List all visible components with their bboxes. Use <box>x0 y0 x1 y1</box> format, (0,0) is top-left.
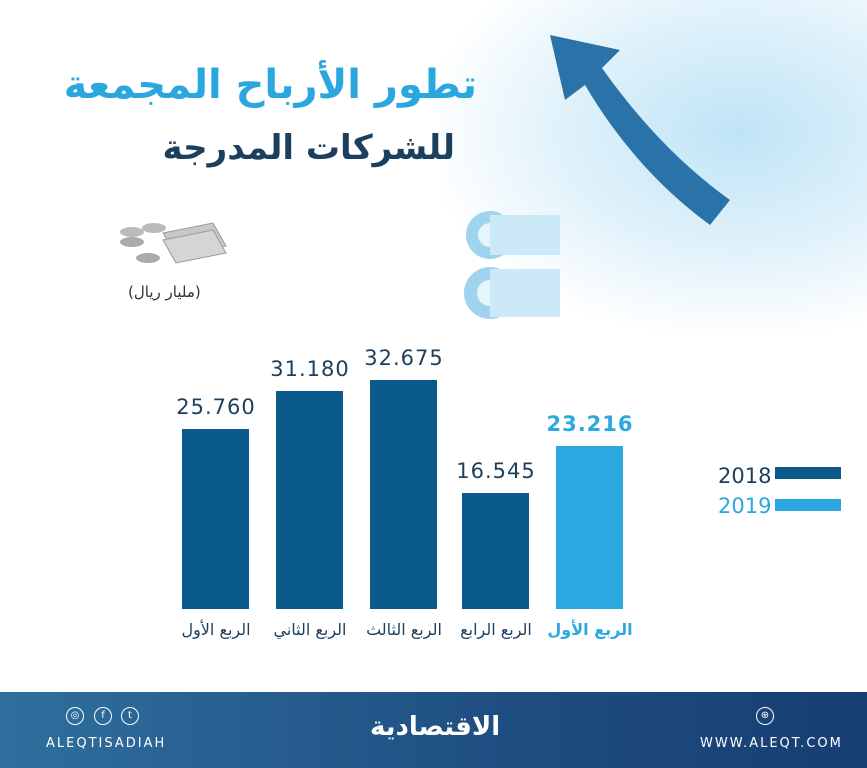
twitter-icon[interactable]: t <box>121 707 139 725</box>
data-label: 23.216 <box>546 412 634 437</box>
unit-label: (مليار ريال) <box>128 283 201 301</box>
instagram-icon[interactable]: ◎ <box>66 707 84 725</box>
bar-2018-2 <box>276 390 343 609</box>
money-icon <box>120 222 227 264</box>
category-label: الربع الأول <box>181 620 251 639</box>
data-label: 31.180 <box>270 356 350 381</box>
category-label: الربع الثالث <box>366 620 442 639</box>
globe-icon[interactable]: ⊕ <box>756 707 774 725</box>
chart-subtitle: للشركات المدرجة <box>162 128 456 168</box>
category-label: الربع الأول <box>547 620 633 639</box>
footer-bar <box>0 692 867 768</box>
chart-title: تطور الأرباح المجمعة <box>63 62 477 108</box>
data-label: 16.545 <box>456 459 536 484</box>
rising-arrow-icon <box>550 35 730 225</box>
bar-2018-3 <box>370 380 437 609</box>
legend-label-2018: 2018 <box>718 464 772 488</box>
legend-label-2019: 2019 <box>718 494 772 518</box>
category-label: الربع الثاني <box>273 620 347 639</box>
website-link[interactable]: WWW.ALEQT.COM <box>700 736 843 751</box>
facebook-icon[interactable]: f <box>94 707 112 725</box>
legend-swatch-2019 <box>775 499 841 511</box>
rolled-papers-icon <box>464 211 560 319</box>
bar-2019-5 <box>556 446 623 609</box>
bar-2018-1 <box>182 428 249 609</box>
legend-swatch-2018 <box>775 467 841 479</box>
bar-2018-4 <box>462 493 529 609</box>
brand-logo: الاقتصادية <box>370 712 501 742</box>
social-handle[interactable]: ALEQTISADIAH <box>46 736 167 751</box>
data-label: 32.675 <box>364 346 444 371</box>
category-label: الربع الرابع <box>460 620 532 639</box>
data-label: 25.760 <box>176 394 256 419</box>
